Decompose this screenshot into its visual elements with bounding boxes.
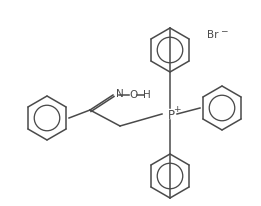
Text: H: H: [143, 90, 151, 100]
Text: +: +: [173, 104, 181, 114]
Text: Br: Br: [207, 30, 218, 40]
Text: N: N: [116, 89, 124, 99]
Text: P: P: [168, 109, 175, 122]
Text: O: O: [129, 90, 137, 100]
Text: −: −: [220, 27, 228, 35]
